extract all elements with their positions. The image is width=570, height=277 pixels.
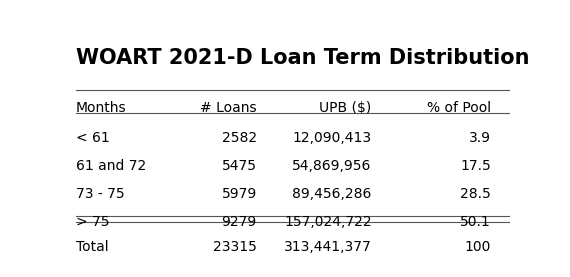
Text: 3.9: 3.9 <box>469 131 491 145</box>
Text: 61 and 72: 61 and 72 <box>76 159 146 173</box>
Text: % of Pool: % of Pool <box>427 101 491 116</box>
Text: 73 - 75: 73 - 75 <box>76 187 124 201</box>
Text: 89,456,286: 89,456,286 <box>292 187 372 201</box>
Text: 313,441,377: 313,441,377 <box>284 240 372 254</box>
Text: WOART 2021-D Loan Term Distribution: WOART 2021-D Loan Term Distribution <box>76 48 529 68</box>
Text: 12,090,413: 12,090,413 <box>292 131 372 145</box>
Text: 2582: 2582 <box>222 131 256 145</box>
Text: UPB ($): UPB ($) <box>319 101 372 116</box>
Text: Total: Total <box>76 240 108 254</box>
Text: 28.5: 28.5 <box>460 187 491 201</box>
Text: 50.1: 50.1 <box>460 214 491 229</box>
Text: 100: 100 <box>465 240 491 254</box>
Text: 23315: 23315 <box>213 240 256 254</box>
Text: < 61: < 61 <box>76 131 109 145</box>
Text: Months: Months <box>76 101 127 116</box>
Text: 17.5: 17.5 <box>460 159 491 173</box>
Text: > 75: > 75 <box>76 214 109 229</box>
Text: 157,024,722: 157,024,722 <box>284 214 372 229</box>
Text: 5475: 5475 <box>222 159 256 173</box>
Text: 54,869,956: 54,869,956 <box>292 159 372 173</box>
Text: 5979: 5979 <box>222 187 256 201</box>
Text: # Loans: # Loans <box>200 101 256 116</box>
Text: 9279: 9279 <box>222 214 256 229</box>
